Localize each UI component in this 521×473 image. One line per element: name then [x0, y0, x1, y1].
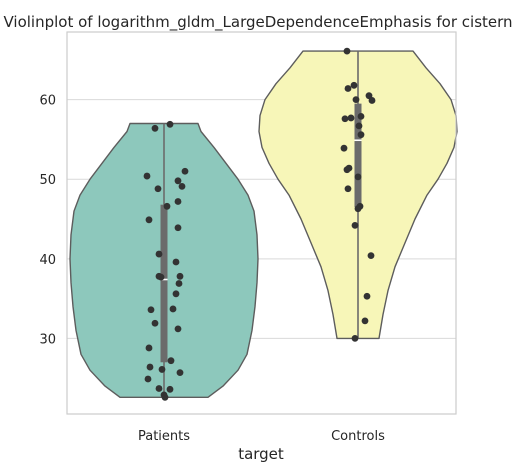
- x-tick-label-patients: Patients: [138, 429, 190, 444]
- point-patients-17: [172, 290, 180, 298]
- y-tick-label-30: 30: [39, 332, 56, 347]
- point-controls-18: [351, 221, 359, 229]
- point-patients-0: [166, 120, 174, 128]
- point-controls-8: [347, 114, 355, 122]
- point-patients-23: [167, 357, 175, 365]
- chart-title: Violinplot of logarithm_gldm_LargeDepend…: [3, 13, 512, 32]
- point-patients-4: [174, 177, 182, 185]
- point-patients-16: [175, 280, 183, 287]
- point-controls-19: [367, 252, 375, 260]
- point-controls-9: [355, 122, 363, 130]
- point-patients-22: [145, 344, 153, 352]
- point-patients-27: [144, 375, 152, 383]
- point-patients-5: [178, 182, 186, 190]
- point-controls-13: [343, 166, 351, 174]
- x-tick-label-controls: Controls: [331, 429, 385, 444]
- point-patients-10: [174, 224, 182, 232]
- y-tick-label-50: 50: [39, 173, 56, 188]
- point-patients-11: [155, 250, 163, 258]
- point-patients-18: [169, 305, 177, 313]
- point-patients-19: [147, 306, 155, 314]
- point-controls-6: [357, 112, 365, 120]
- point-patients-6: [154, 185, 162, 193]
- point-controls-1: [350, 81, 358, 89]
- point-patients-8: [163, 202, 171, 210]
- point-patients-2: [181, 167, 189, 175]
- point-controls-10: [357, 131, 365, 139]
- point-patients-15: [157, 273, 165, 281]
- point-controls-17: [354, 205, 362, 213]
- y-tick-labels: 30 40 50 60: [39, 94, 56, 348]
- point-patients-13: [176, 272, 184, 280]
- point-controls-0: [343, 47, 351, 55]
- point-patients-28: [155, 385, 163, 392]
- x-tick-labels: Patients Controls: [138, 429, 385, 444]
- x-axis-label: target: [238, 445, 284, 463]
- point-patients-25: [158, 366, 166, 373]
- point-patients-31: [161, 393, 169, 401]
- point-patients-26: [176, 369, 184, 377]
- point-controls-4: [368, 97, 376, 104]
- point-controls-21: [361, 317, 369, 325]
- point-patients-3: [143, 172, 151, 180]
- point-controls-7: [341, 115, 349, 123]
- point-controls-20: [363, 292, 371, 300]
- point-controls-5: [352, 96, 360, 104]
- point-controls-14: [354, 173, 362, 181]
- point-patients-20: [151, 319, 159, 327]
- strip-points: [143, 47, 376, 401]
- point-patients-21: [174, 325, 182, 333]
- iqr-box-patients: [160, 204, 168, 363]
- point-patients-1: [151, 124, 159, 132]
- iqr-box-controls: [354, 103, 362, 208]
- point-patients-12: [172, 258, 180, 266]
- point-controls-11: [340, 144, 348, 152]
- point-controls-22: [351, 334, 359, 342]
- y-tick-label-60: 60: [39, 94, 56, 109]
- point-patients-7: [174, 198, 182, 205]
- y-tick-label-40: 40: [39, 253, 56, 268]
- point-controls-2: [344, 85, 352, 92]
- point-patients-29: [166, 385, 174, 393]
- point-patients-9: [145, 216, 153, 224]
- violins: [69, 50, 458, 398]
- point-patients-24: [146, 363, 154, 371]
- plot-frame: [66, 31, 457, 415]
- point-controls-15: [344, 185, 352, 193]
